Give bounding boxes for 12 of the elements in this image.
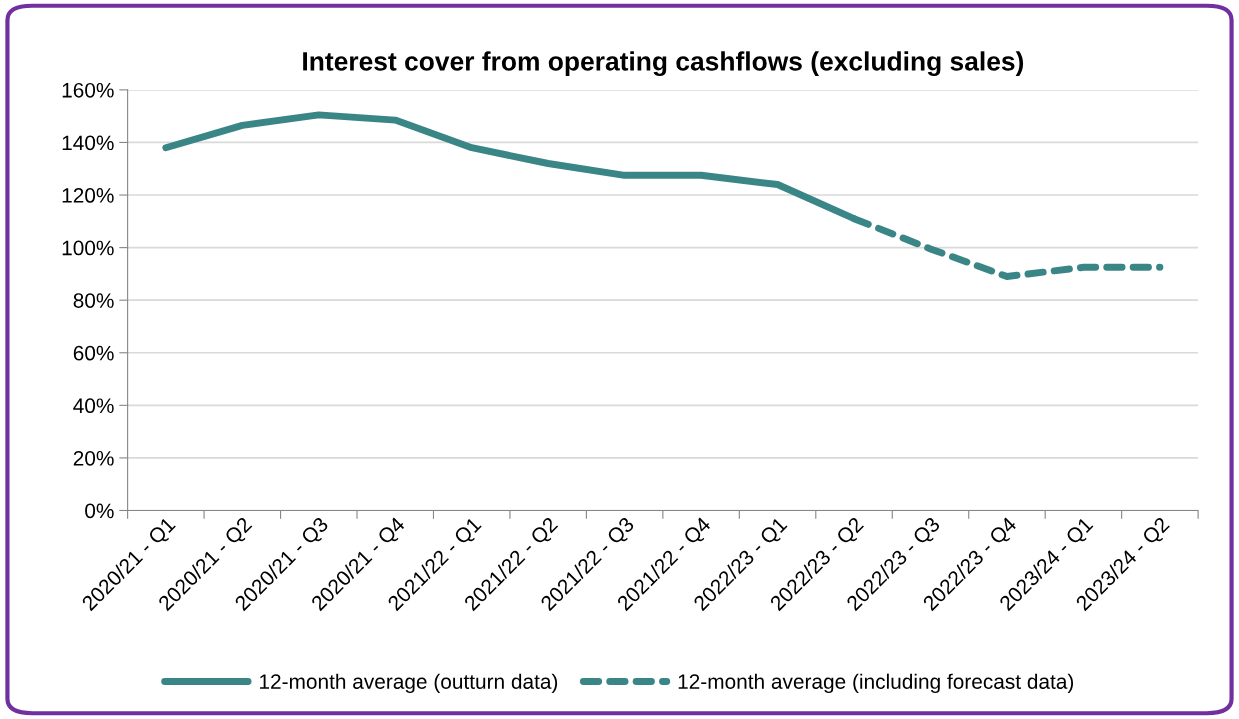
y-tick-label: 120% (62, 188, 114, 203)
y-tick-label: 100% (62, 240, 114, 256)
y-tick-label: 40% (73, 398, 114, 414)
y-tick-label: 20% (73, 450, 114, 466)
y-tick-label: 80% (73, 293, 114, 308)
y-tick-label: 160% (62, 82, 114, 98)
chart-title: Interest cover from operating cashflows (excluding sales) (303, 51, 1024, 77)
y-tick-label: 60% (73, 345, 114, 361)
y-tick-label: 140% (62, 135, 114, 151)
legend-label: 12-month average (including forecast data) (678, 673, 1074, 694)
legend-label: 12-month average (outturn data) (260, 673, 558, 694)
y-tick-label: 0% (85, 503, 114, 519)
